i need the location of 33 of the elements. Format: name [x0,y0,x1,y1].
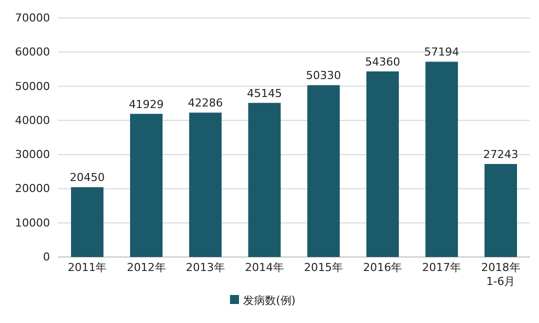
bar [248,102,281,257]
x-tick-label: 2016年 [363,261,402,274]
data-label: 50330 [306,69,342,82]
y-tick-label: 0 [43,250,50,264]
data-label: 45145 [246,86,282,100]
y-tick-label: 70000 [15,12,50,25]
bar [425,62,458,257]
x-tick-label: 2013年 [186,261,225,274]
x-tick-label: 2012年 [126,261,166,274]
bar [307,85,340,257]
y-tick-label: 60000 [15,46,50,59]
y-tick-label: 10000 [15,216,50,230]
x-tick-label: 2011年 [68,261,107,274]
x-tick-label: 2014年 [244,261,284,274]
data-label: 27243 [483,148,518,161]
y-tick-label: 50000 [15,80,50,93]
y-tick-label: 30000 [15,148,50,162]
data-label: 41929 [128,98,164,111]
y-tick-label: 20000 [15,182,50,196]
x-tick-label: 2015年 [304,261,344,274]
bar [189,112,222,257]
legend-label: 发病数(例) [243,294,296,307]
data-label: 42286 [188,96,223,110]
data-label: 54360 [365,55,400,68]
x-tick-label: 2017年 [422,261,462,274]
data-label: 57194 [424,46,460,59]
x-tick-label: 2018年 1-6月 [481,261,520,288]
y-tick-label: 40000 [15,114,50,127]
bar [130,114,163,257]
bar [484,164,518,257]
bar [366,71,399,257]
data-label: 20450 [70,171,105,184]
bar [70,187,104,257]
